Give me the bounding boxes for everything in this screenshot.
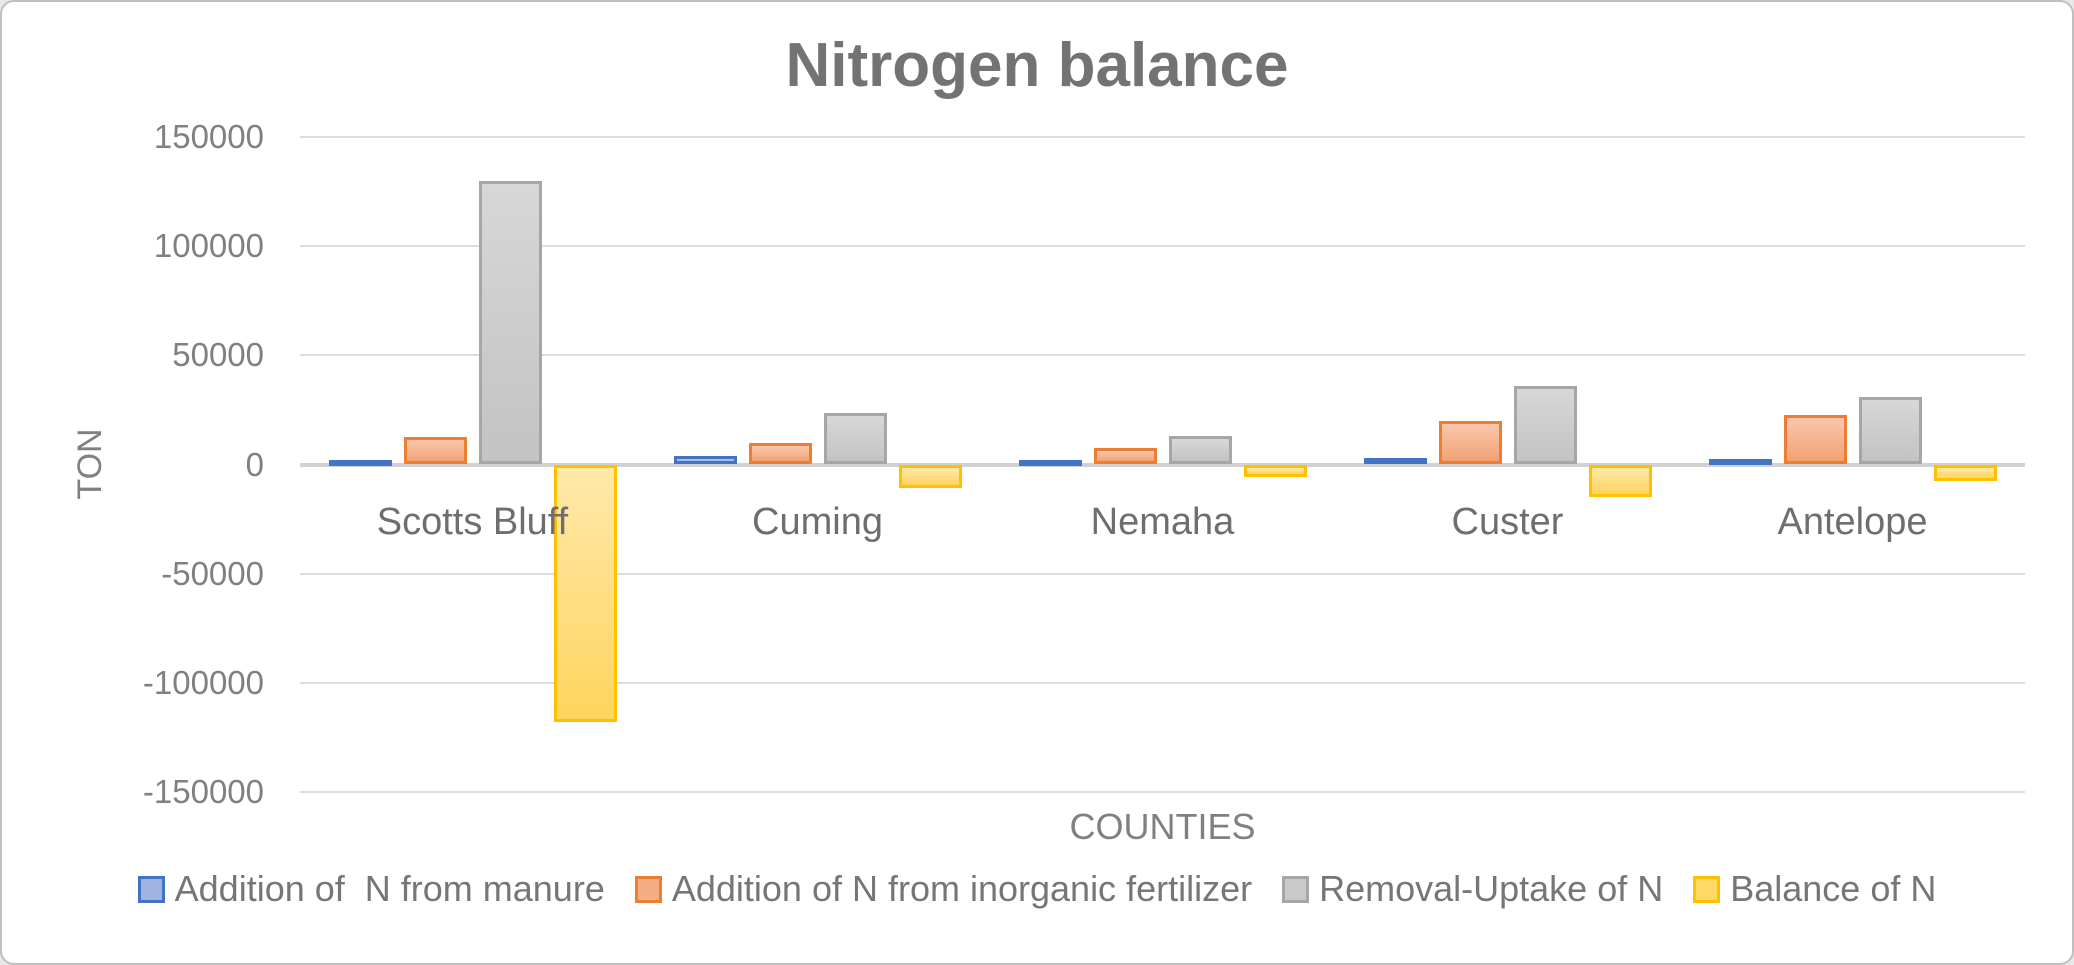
legend-swatch-icon [137,875,165,903]
bar [478,180,542,465]
legend-item: Addition of N from inorganic fertilizer [634,868,1253,910]
y-tick-label: 50000 [172,336,264,374]
category-label: Nemaha [1090,501,1235,543]
bar [553,464,617,723]
category-label: Scotts Bluff [376,501,569,543]
bar [1783,414,1847,465]
bar [1093,448,1157,465]
gridline [300,791,2025,793]
bar [823,412,887,465]
bar [403,437,467,465]
bar [1858,396,1922,465]
legend-swatch-icon [1693,875,1721,903]
category-label: Custer [1451,501,1564,543]
gridline [300,681,2025,684]
legend-label: Removal-Uptake of N [1319,868,1664,909]
bar [1243,464,1307,477]
legend-item: Addition of N from manure [137,868,605,910]
chart-title: Nitrogen balance [785,31,1289,100]
legend-label: Addition of N from inorganic fertilizer [671,868,1253,909]
bar [673,456,737,465]
bar [1588,464,1652,497]
gridline [300,572,2025,575]
y-tick-label: 100000 [153,227,264,265]
y-tick-label: 0 [245,445,264,483]
legend-label: Addition of N from manure [174,868,605,909]
legend-label: Balance of N [1730,868,1937,909]
gridline [300,354,2025,357]
x-axis-zero-line [300,462,2025,467]
bar [1363,458,1427,465]
gridline [300,136,2025,138]
y-tick-label: -100000 [142,663,264,701]
bar [328,459,392,466]
category-label: Antelope [1777,501,1928,543]
y-tick-label: 150000 [153,118,264,155]
chart-legend: Addition of N from manure Addition of N f… [2,868,2072,910]
y-tick-label: -150000 [142,773,264,810]
x-axis-title: COUNTIES [1069,806,1256,847]
y-axis-title: TON [71,428,109,500]
bar [898,464,962,488]
y-tick-label: -50000 [161,554,264,592]
bar [1933,464,1997,481]
legend-swatch-icon [634,875,662,903]
bar [1513,385,1577,465]
bar [1168,436,1232,465]
legend-swatch-icon [1282,875,1310,903]
legend-item: Balance of N [1693,868,1936,910]
legend-item: Removal-Uptake of N [1282,868,1663,910]
gridline [300,245,2025,248]
bar [1018,459,1082,466]
bar [748,443,812,465]
category-label: Cuming [752,501,883,543]
bar [1708,459,1772,466]
bar [1438,421,1502,465]
